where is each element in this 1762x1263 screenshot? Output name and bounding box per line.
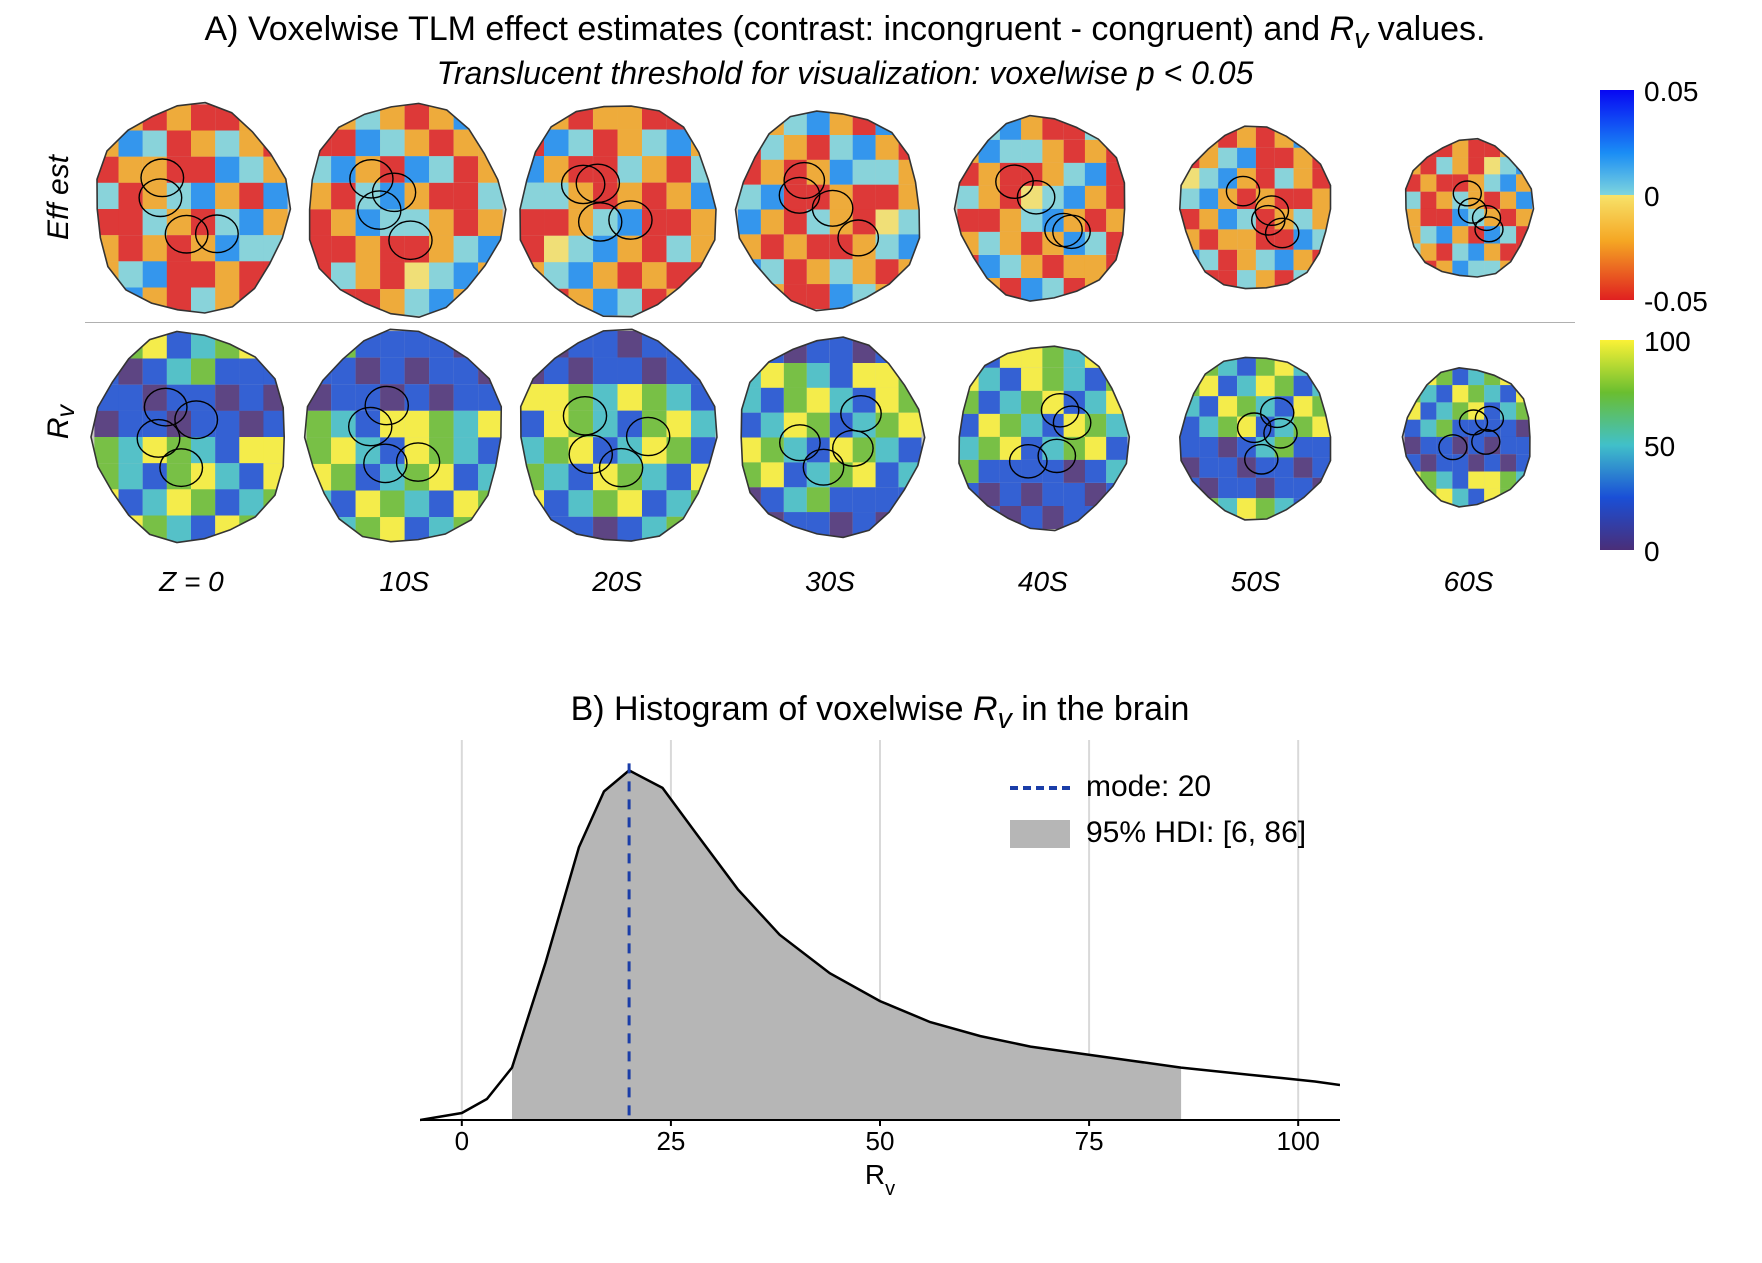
brain-slice-eff [724,100,937,318]
svg-text:Rv: Rv [865,1159,895,1200]
histogram-legend: mode: 20 95% HDI: [6, 86] [1010,770,1306,862]
brain-slice-eff [1149,100,1362,318]
colorbar-tick: -0.05 [1644,286,1708,318]
svg-text:50: 50 [866,1126,895,1156]
colorbar-tick: 0 [1644,536,1660,568]
panel-a-subtitle: Translucent threshold for visualization:… [70,55,1620,92]
brain-slice-rv [298,328,511,546]
slice-label: 40S [936,566,1149,598]
row-label-eff-est: Eff est [42,155,76,240]
slice-label: 50S [1149,566,1362,598]
colorbar-tick: 50 [1644,431,1675,463]
colorbar-tick: 0 [1644,181,1660,213]
slice-label: 30S [724,566,937,598]
colorbar-eff-est: 0.050-0.05 [1600,90,1634,300]
brain-slice-rv [1149,328,1362,546]
slice-label: 10S [298,566,511,598]
svg-text:0: 0 [455,1126,469,1156]
legend-mode: mode: 20 [1010,770,1306,804]
brain-slice-eff [298,100,511,318]
brain-slice-rv [1362,328,1575,546]
slice-label: Z = 0 [85,566,298,598]
colorbar-tick: 0.05 [1644,76,1699,108]
panel-a-title: A) Voxelwise TLM effect estimates (contr… [70,10,1620,56]
brain-slice-eff [85,100,298,318]
brain-slice-eff [936,100,1149,318]
slice-label: 20S [511,566,724,598]
brain-slice-eff [1362,100,1575,318]
brain-slice-grid [85,100,1575,546]
brain-slice-rv [85,328,298,546]
svg-text:100: 100 [1276,1126,1319,1156]
brain-slice-rv [511,328,724,546]
brain-slice-rv [724,328,937,546]
colorbar-tick: 100 [1644,326,1691,358]
legend-hdi: 95% HDI: [6, 86] [1010,816,1306,850]
panel-b-title: B) Histogram of voxelwise Rv in the brai… [430,690,1330,736]
colorbar-rv: 100500 [1600,340,1634,550]
slice-label: 60S [1362,566,1575,598]
brain-slice-eff [511,100,724,318]
svg-text:25: 25 [656,1126,685,1156]
brain-slice-rv [936,328,1149,546]
row-label-rv: Rv [42,405,81,439]
svg-text:75: 75 [1075,1126,1104,1156]
